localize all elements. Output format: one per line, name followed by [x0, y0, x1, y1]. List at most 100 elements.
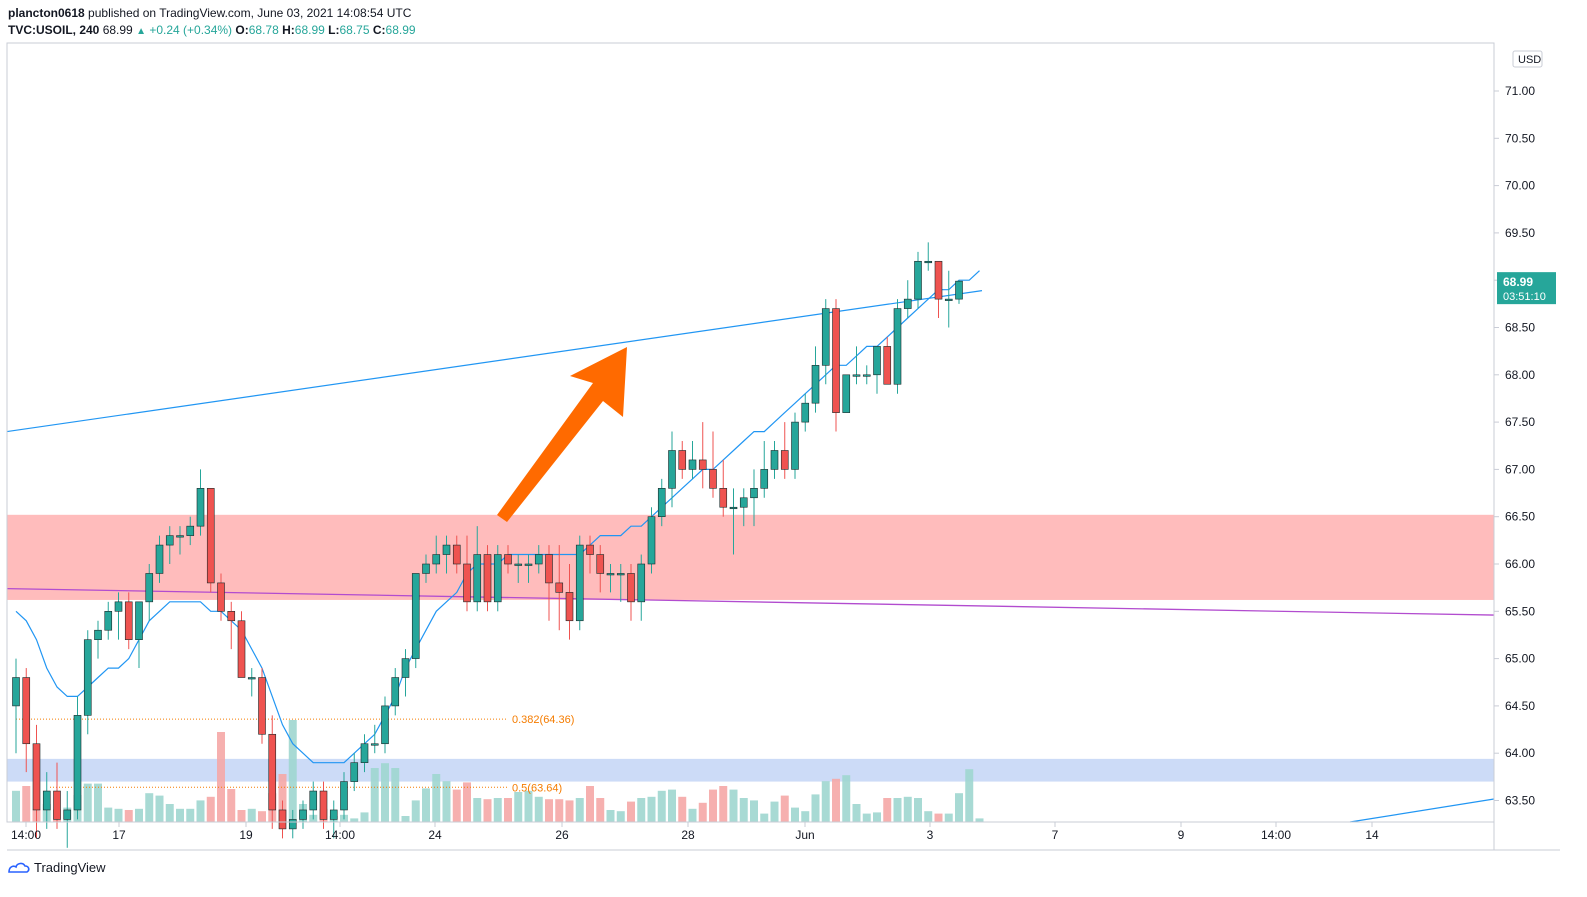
- currency-badge[interactable]: [1512, 50, 1543, 68]
- candle[interactable]: [340, 772, 348, 820]
- candle[interactable]: [668, 431, 676, 508]
- candle[interactable]: [883, 336, 892, 385]
- candle[interactable]: [391, 668, 400, 716]
- candle[interactable]: [842, 374, 851, 413]
- candle[interactable]: [627, 564, 635, 621]
- candle[interactable]: [258, 668, 266, 744]
- candle[interactable]: [350, 753, 359, 792]
- candle[interactable]: [135, 601, 143, 669]
- candle[interactable]: [944, 270, 953, 328]
- candle[interactable]: [73, 696, 82, 820]
- candle[interactable]: [688, 441, 697, 479]
- candle[interactable]: [780, 422, 789, 479]
- candle[interactable]: [586, 535, 594, 574]
- candle[interactable]: [268, 715, 277, 829]
- candle[interactable]: [217, 573, 225, 621]
- candle[interactable]: [237, 611, 246, 678]
- candle[interactable]: [288, 809, 297, 839]
- candle[interactable]: [83, 630, 92, 735]
- symbol-label[interactable]: TVC:USOIL, 240: [8, 23, 100, 37]
- candle[interactable]: [801, 393, 810, 432]
- candle[interactable]: [750, 469, 758, 527]
- candle[interactable]: [104, 601, 113, 640]
- candle[interactable]: [514, 554, 523, 583]
- candle[interactable]: [719, 459, 728, 517]
- candle[interactable]: [12, 658, 20, 754]
- candle[interactable]: [832, 299, 840, 432]
- candle[interactable]: [555, 545, 564, 631]
- author-name[interactable]: plancton0618: [8, 6, 85, 20]
- candle[interactable]: [647, 507, 656, 574]
- candle[interactable]: [924, 242, 933, 271]
- candle[interactable]: [698, 422, 707, 489]
- candle[interactable]: [565, 564, 574, 640]
- candle[interactable]: [42, 772, 51, 829]
- candle[interactable]: [299, 800, 307, 829]
- candle[interactable]: [914, 251, 922, 309]
- candle[interactable]: [893, 299, 902, 394]
- candle[interactable]: [903, 280, 912, 319]
- lower-trendline[interactable]: [1349, 798, 1495, 823]
- candle[interactable]: [606, 564, 615, 593]
- candle[interactable]: [432, 535, 441, 574]
- candle[interactable]: [186, 516, 195, 546]
- candle[interactable]: [616, 564, 625, 602]
- candle[interactable]: [934, 260, 943, 319]
- candle[interactable]: [319, 781, 328, 829]
- candle[interactable]: [524, 554, 533, 583]
- candle[interactable]: [370, 724, 379, 754]
- candle[interactable]: [791, 412, 799, 479]
- candle[interactable]: [411, 573, 420, 669]
- candle[interactable]: [483, 545, 492, 612]
- candle[interactable]: [575, 535, 584, 631]
- rising-trendline[interactable]: [6, 290, 983, 433]
- candle[interactable]: [94, 620, 102, 659]
- candle[interactable]: [155, 535, 164, 583]
- current-price-badge[interactable]: [1497, 272, 1556, 305]
- candle[interactable]: [473, 526, 482, 612]
- candle[interactable]: [247, 668, 256, 697]
- candle[interactable]: [852, 346, 861, 385]
- candle[interactable]: [176, 526, 184, 555]
- candle[interactable]: [309, 781, 318, 820]
- candle[interactable]: [32, 724, 41, 839]
- candle[interactable]: [360, 734, 369, 773]
- candle[interactable]: [709, 431, 717, 498]
- candle[interactable]: [739, 488, 748, 527]
- candle[interactable]: [770, 441, 779, 479]
- candle[interactable]: [422, 554, 430, 583]
- candle[interactable]: [227, 601, 236, 650]
- candle[interactable]: [678, 441, 687, 479]
- candle[interactable]: [862, 365, 871, 385]
- tradingview-footer[interactable]: TradingView: [8, 860, 106, 875]
- candle[interactable]: [63, 791, 72, 848]
- candle[interactable]: [821, 299, 830, 385]
- candle[interactable]: [145, 564, 154, 621]
- candle[interactable]: [442, 535, 451, 574]
- candle[interactable]: [545, 545, 553, 621]
- candle[interactable]: [124, 592, 133, 650]
- candle[interactable]: [596, 545, 605, 593]
- candle[interactable]: [196, 469, 205, 536]
- candle[interactable]: [329, 800, 338, 839]
- candle[interactable]: [657, 478, 666, 527]
- candle[interactable]: [534, 545, 543, 574]
- candle[interactable]: [463, 535, 471, 612]
- candle[interactable]: [381, 696, 389, 754]
- resistance-zone[interactable]: [7, 514, 1494, 600]
- candle[interactable]: [206, 488, 215, 593]
- candle[interactable]: [504, 545, 512, 574]
- candle[interactable]: [811, 346, 820, 413]
- candle[interactable]: [53, 762, 61, 829]
- candle[interactable]: [955, 280, 963, 304]
- candle[interactable]: [760, 441, 769, 498]
- candle[interactable]: [114, 592, 123, 640]
- candle[interactable]: [278, 800, 287, 839]
- support-zone[interactable]: [7, 758, 1494, 782]
- candle[interactable]: [452, 535, 461, 574]
- candle[interactable]: [493, 545, 502, 612]
- candle[interactable]: [873, 346, 881, 394]
- candle[interactable]: [165, 526, 174, 564]
- candle[interactable]: [637, 554, 646, 621]
